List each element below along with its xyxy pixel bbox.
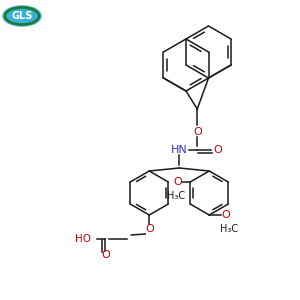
Text: H₃C: H₃C [167,191,185,201]
Text: GLS: GLS [11,11,33,21]
Text: O: O [174,177,183,187]
Ellipse shape [3,6,41,26]
Text: O: O [213,145,222,155]
Text: HN: HN [171,145,188,155]
Text: H₃C: H₃C [220,224,238,234]
Text: O: O [145,224,154,234]
Text: O: O [221,210,230,220]
Text: O: O [101,250,110,260]
Text: O: O [193,127,202,137]
Text: HO: HO [75,234,91,244]
